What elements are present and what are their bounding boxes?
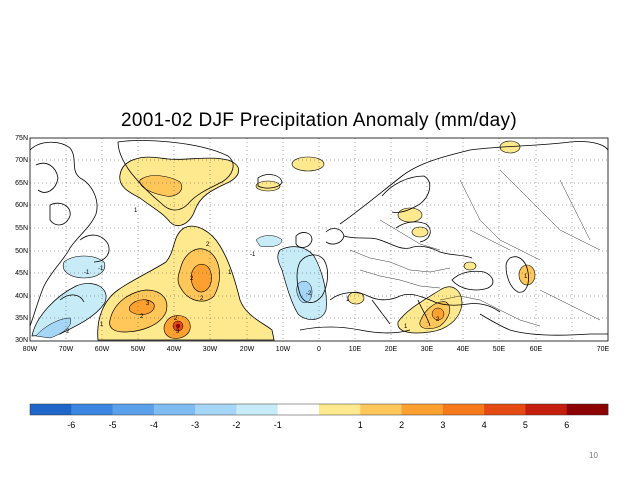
- lon-label: 60W: [95, 346, 110, 353]
- lon-label: 50W: [131, 346, 146, 353]
- colorbar-cell: [153, 404, 196, 415]
- colorbar-cell: [112, 404, 155, 415]
- anomaly-pos2-greenland: [139, 175, 183, 197]
- lat-label: 60N: [15, 202, 28, 209]
- map-frame: [29, 137, 609, 342]
- lat-label: 55N: [15, 225, 28, 232]
- lon-label: 10E: [349, 346, 362, 353]
- contour-label: -1: [98, 266, 104, 272]
- lat-label: 75N: [15, 135, 28, 142]
- contour-label: 2: [436, 317, 440, 323]
- lon-label: 30W: [203, 346, 218, 353]
- lon-axis: 80W 70W 60W 50W 40W 30W 20W 10W 0 10E 20…: [23, 346, 610, 353]
- contour-label: 1: [228, 270, 232, 276]
- colorbar-tick-label: -5: [109, 420, 117, 430]
- page-number: 10: [589, 451, 598, 460]
- lon-label: 30E: [421, 346, 434, 353]
- contour-label: 1: [134, 208, 138, 214]
- colorbar-cell: [30, 404, 72, 415]
- lon-label: 0: [317, 346, 321, 353]
- coastlines: [29, 140, 609, 336]
- anomaly-negative-labrador: [255, 235, 283, 247]
- contour-label: 2: [206, 242, 210, 248]
- colorbar-cell: [319, 404, 361, 415]
- anomaly-negative-usa-coast: [31, 283, 107, 337]
- anomaly-negative-newfoundland: [62, 255, 106, 279]
- lat-label: 65N: [15, 180, 28, 187]
- lon-label: 50E: [493, 346, 506, 353]
- lat-label: 30N: [15, 337, 28, 344]
- colorbar-tick-label: 3: [440, 420, 445, 430]
- lon-label: 80W: [23, 346, 38, 353]
- anomaly-positive-norwegian-sea: [291, 156, 325, 172]
- lon-label: 20W: [240, 346, 255, 353]
- contour-label: 3: [146, 301, 150, 307]
- contour-label: -1: [250, 252, 256, 258]
- colorbar-cell: [360, 404, 402, 415]
- country-borders: [349, 169, 601, 327]
- colorbar-tick-label: 5: [523, 420, 528, 430]
- lon-label: 70E: [597, 346, 610, 353]
- colorbar-cell: [442, 404, 485, 415]
- anomaly-positive-black-sea: [463, 261, 477, 271]
- lon-label: 10W: [276, 346, 291, 353]
- anomaly-positive-caspian: [518, 264, 536, 286]
- contour-label: -1: [84, 270, 90, 276]
- lat-axis: 75N 70N 65N 60N 55N 50N 45N 40N 35N 30N: [15, 135, 28, 344]
- anomaly-pos3-e-med: [431, 307, 445, 321]
- contour-label: 2: [190, 276, 194, 282]
- colorbar-cell: [401, 404, 444, 415]
- contour-label: 2: [174, 316, 178, 322]
- lon-label: 20E: [385, 346, 398, 353]
- colorbar-tick-label: -6: [67, 420, 75, 430]
- anomaly-positive-spain: [347, 291, 365, 305]
- colorbar-cell: [484, 404, 526, 415]
- colorbar-tick-label: 4: [482, 420, 487, 430]
- anomaly-positive-scandinavia: [397, 207, 423, 223]
- contour-label: 1: [524, 274, 528, 280]
- colorbar-tick-label: -3: [191, 420, 199, 430]
- anomaly-positive-baltic: [411, 226, 429, 238]
- colorbar-tick-label: -2: [232, 420, 240, 430]
- lat-label: 70N: [15, 157, 28, 164]
- anomaly-pos3-atlantic-east: [190, 263, 212, 293]
- colorbar-cell: [566, 404, 609, 415]
- lon-label: 40W: [167, 346, 182, 353]
- colorbar-tick-label: -4: [150, 420, 158, 430]
- colorbar-tick-label: 2: [399, 420, 404, 430]
- anomaly-pos6-core: [175, 323, 181, 329]
- contour-label: -2: [306, 291, 312, 297]
- contour-label: 1: [100, 322, 104, 328]
- precip-anomaly-fields: [31, 140, 536, 341]
- lat-label: 35N: [15, 315, 28, 322]
- contour-label: 1: [346, 297, 350, 303]
- lon-label: 60E: [530, 346, 543, 353]
- colorbar-cell: [71, 404, 113, 415]
- colorbar: -6 -5 -4 -3 -2 -1 1 2 3 4 5 6: [29, 403, 609, 430]
- colorbar-cell: [236, 404, 279, 415]
- anomaly-positive-iceland: [255, 180, 281, 192]
- contour-label: 2: [200, 296, 204, 302]
- lat-label: 50N: [15, 248, 28, 255]
- anomaly-pos3-atlantic-west: [128, 299, 155, 315]
- colorbar-tick-label: 6: [564, 420, 569, 430]
- lon-label: 70W: [59, 346, 74, 353]
- lon-label: 40E: [457, 346, 470, 353]
- contour-labels: 1 2 2 1 2 3 1 2 2 3 -1 -1 -2 -2 -1 1 1 2…: [64, 208, 528, 335]
- lat-label: 40N: [15, 293, 28, 300]
- contour-label: 3: [176, 329, 180, 335]
- lat-label: 45N: [15, 270, 28, 277]
- chart-title: 2001-02 DJF Precipitation Anomaly (mm/da…: [121, 110, 517, 131]
- colorbar-cell: [525, 404, 568, 415]
- colorbar-tick-label: 1: [358, 420, 363, 430]
- colorbar-cell: [277, 404, 320, 415]
- colorbar-tick-label: -1: [274, 420, 282, 430]
- colorbar-cell: [195, 404, 237, 415]
- colorbar-frame: [29, 403, 609, 416]
- contour-label: 1: [404, 324, 408, 330]
- contour-label: -2: [64, 329, 70, 335]
- contour-label: 2: [140, 314, 144, 320]
- lat-lon-grid: [30, 138, 608, 341]
